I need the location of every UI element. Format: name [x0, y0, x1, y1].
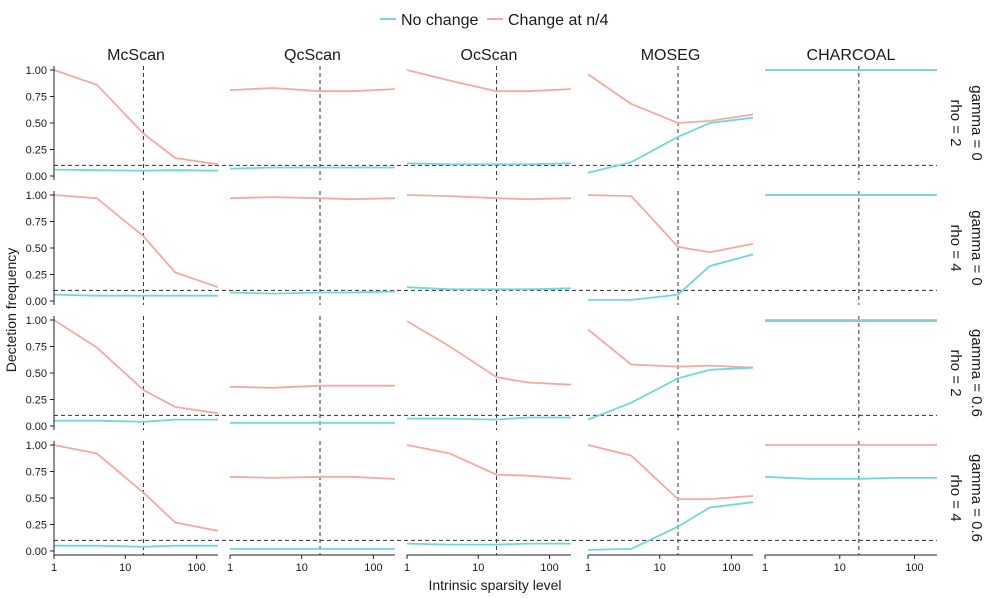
y-tick-label-0-0: 0.00 — [26, 171, 47, 183]
series-no-change-0-1 — [229, 166, 395, 170]
x-tick-label-2-2: 100 — [540, 562, 558, 574]
series-change-at-n4-1-2 — [406, 194, 572, 201]
series-change-at-n4-2-3 — [587, 328, 754, 369]
y-tick-label-2-1: 0.25 — [26, 395, 47, 407]
x-tick-label-4-2: 100 — [905, 562, 923, 574]
series-change-at-n4-3-1 — [229, 475, 396, 480]
y-tick-label-1-1: 0.25 — [26, 270, 47, 282]
row-label-bottom-2: rho = 2 — [947, 349, 964, 396]
y-tick-label-3-1: 0.25 — [26, 520, 47, 532]
series-change-at-n4-0-3 — [587, 73, 754, 124]
x-tick-label-1-1: 10 — [296, 562, 308, 574]
series-no-change-3-3 — [587, 501, 754, 551]
series-change-at-n4-3-3 — [587, 444, 754, 501]
series-change-at-n4-0-0 — [53, 69, 219, 166]
series-change-at-n4-0-2 — [406, 69, 572, 93]
series-change-at-n4-2-2 — [406, 320, 572, 386]
row-label-bottom-1: rho = 4 — [947, 224, 964, 271]
y-tick-label-1-3: 0.75 — [26, 217, 47, 229]
series-no-change-2-0 — [54, 418, 218, 423]
series-change-at-n4-0-1 — [229, 87, 396, 93]
x-tick-label-0-0: 1 — [51, 562, 57, 574]
series-change-at-n4-1-0 — [53, 194, 219, 289]
series-change-at-n4-1-3 — [587, 194, 754, 254]
row-label-bottom-3: rho = 4 — [947, 474, 964, 521]
row-label-top-2: gamma = 0.6 — [968, 329, 985, 417]
y-tick-label-1-4: 1.00 — [26, 190, 47, 202]
row-label-top-0: gamma = 0 — [968, 85, 985, 160]
y-tick-label-3-3: 0.75 — [26, 467, 47, 479]
series-no-change-1-2 — [406, 286, 572, 291]
x-tick-label-2-0: 1 — [404, 562, 410, 574]
series-no-change-3-2 — [406, 542, 571, 546]
column-title-ocscan: OcScan — [461, 47, 518, 64]
y-tick-label-3-2: 0.50 — [26, 493, 47, 505]
y-tick-label-0-1: 0.25 — [26, 145, 47, 157]
x-tick-label-3-2: 100 — [722, 562, 740, 574]
y-tick-label-0-4: 1.00 — [26, 65, 47, 77]
legend-label-no-change: No change — [401, 12, 478, 29]
series-no-change-1-0 — [53, 293, 218, 297]
series-change-at-n4-3-0 — [53, 444, 219, 532]
y-tick-label-2-3: 0.75 — [26, 342, 47, 354]
column-title-qcscan: QcScan — [284, 47, 341, 64]
x-tick-label-3-1: 10 — [654, 562, 666, 574]
x-tick-label-4-1: 10 — [834, 562, 846, 574]
row-label-top-1: gamma = 0 — [968, 210, 985, 285]
series-no-change-0-2 — [406, 162, 572, 166]
y-tick-label-2-4: 1.00 — [26, 315, 47, 327]
row-label-top-3: gamma = 0.6 — [968, 454, 985, 542]
x-tick-label-0-2: 100 — [187, 562, 205, 574]
x-tick-label-4-0: 1 — [762, 562, 768, 574]
series-no-change-0-3 — [587, 116, 754, 174]
legend: No change Change at n/4 — [380, 12, 609, 29]
y-axis-label: Dectetion frequency — [3, 248, 19, 373]
x-tick-label-2-1: 10 — [472, 562, 484, 574]
series-no-change-2-2 — [407, 416, 571, 421]
x-tick-label-0-1: 10 — [119, 562, 131, 574]
y-tick-label-2-0: 0.00 — [26, 421, 47, 433]
series-change-at-n4-3-2 — [406, 444, 572, 480]
y-tick-label-3-0: 0.00 — [26, 546, 47, 558]
x-tick-label-1-0: 1 — [227, 562, 233, 574]
y-tick-label-2-2: 0.50 — [26, 368, 47, 380]
series-no-change-2-3 — [587, 366, 754, 421]
legend-label-change: Change at n/4 — [508, 12, 609, 29]
x-tick-label-3-0: 1 — [585, 562, 591, 574]
y-tick-label-0-3: 0.75 — [26, 92, 47, 104]
row-label-bottom-0: rho = 2 — [947, 99, 964, 146]
y-tick-label-0-2: 0.50 — [26, 118, 47, 130]
x-axis-label: Intrinsic sparsity level — [428, 577, 561, 593]
y-tick-label-1-0: 0.00 — [26, 296, 47, 308]
column-title-charcoal: CHARCOAL — [807, 47, 896, 64]
axes: 0.00 0.25 0.50 0.75 1.00 0.00 0.25 0.50 0.75 1.00… — [26, 65, 937, 574]
series-no-change-1-1 — [229, 290, 396, 295]
panels — [53, 66, 937, 555]
series-no-change-3-4 — [764, 475, 937, 480]
column-title-mcscan: McScan — [107, 47, 165, 64]
series-change-at-n4-1-1 — [229, 196, 396, 201]
y-tick-label-3-4: 1.00 — [26, 440, 47, 452]
series-change-at-n4-2-1 — [229, 384, 395, 389]
column-titles: McScan QcScan OcScan MOSEG CHARCOAL — [107, 47, 895, 64]
y-tick-label-1-2: 0.50 — [26, 243, 47, 255]
series-change-at-n4-2-0 — [53, 319, 219, 415]
x-tick-label-1-2: 100 — [364, 562, 382, 574]
series-no-change-3-0 — [54, 544, 218, 548]
column-title-moseg: MOSEG — [641, 47, 701, 64]
series-no-change-1-3 — [588, 253, 754, 301]
series-no-change-0-0 — [53, 168, 219, 172]
